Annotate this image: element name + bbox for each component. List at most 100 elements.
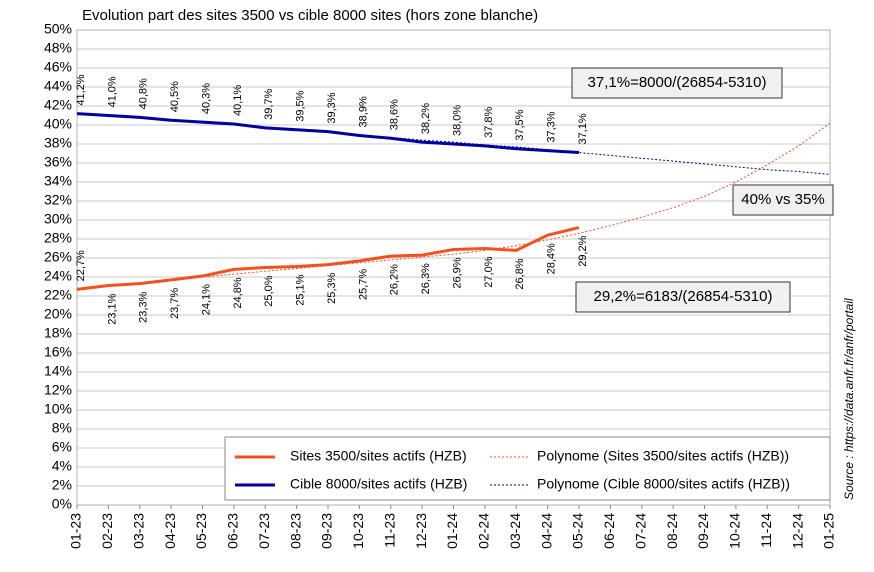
data-label: 23,7% xyxy=(169,288,181,319)
data-label: 39,3% xyxy=(326,92,338,123)
legend-box xyxy=(224,436,831,501)
data-label: 25,7% xyxy=(357,269,369,300)
x-tick-label: 07-23 xyxy=(256,513,272,549)
x-tick-label: 11-24 xyxy=(758,513,774,548)
data-label: 37,8% xyxy=(483,106,495,137)
data-label: 26,2% xyxy=(389,264,401,295)
x-tick-label: 04-23 xyxy=(162,513,178,549)
y-tick-label: 46% xyxy=(44,59,72,75)
y-tick-label: 24% xyxy=(44,268,72,284)
y-tick-label: 34% xyxy=(44,173,72,189)
data-label: 38,2% xyxy=(420,103,432,134)
legend-label: Sites 3500/sites actifs (HZB) xyxy=(290,448,467,464)
legend-label: Cible 8000/sites actifs (HZB) xyxy=(290,476,467,492)
x-tick-label: 12-24 xyxy=(789,513,805,549)
legend-label: Polynome (Cible 8000/sites actifs (HZB)) xyxy=(537,476,790,492)
x-tick-label: 11-23 xyxy=(381,513,397,548)
x-tick-label: 01-25 xyxy=(821,513,837,549)
y-tick-label: 0% xyxy=(52,496,72,512)
chart-title: Evolution part des sites 3500 vs cible 8… xyxy=(82,7,538,24)
data-label: 38,0% xyxy=(451,105,463,136)
x-tick-label: 06-24 xyxy=(601,513,617,549)
trend-line xyxy=(76,113,831,175)
annotation: 37,1%=8000/(26854-5310) xyxy=(588,74,767,91)
annotation-box xyxy=(575,281,791,313)
data-label: 25,0% xyxy=(263,275,275,306)
data-label: 37,5% xyxy=(514,109,526,140)
source: Source : https://data.anfr.fr/anfr/porta… xyxy=(842,298,856,500)
x-tick-label: 03-23 xyxy=(130,513,146,549)
y-tick-label: 6% xyxy=(52,439,72,455)
series-line xyxy=(76,112,580,155)
data-label: 41,0% xyxy=(106,76,118,107)
y-tick-label: 16% xyxy=(44,344,72,360)
x-tick-label: 05-24 xyxy=(570,513,586,549)
data-label: 24,8% xyxy=(232,277,244,308)
data-label: 26,9% xyxy=(451,257,463,288)
y-tick-label: 22% xyxy=(44,287,72,303)
x-tick-label: 12-23 xyxy=(413,513,429,549)
data-label: 37,3% xyxy=(546,111,558,142)
y-tick-label: 4% xyxy=(52,458,72,474)
y-tick-label: 26% xyxy=(44,249,72,265)
y-tick-label: 48% xyxy=(44,40,72,56)
y-tick-label: 18% xyxy=(44,325,72,341)
data-label: 39,5% xyxy=(295,90,307,121)
y-tick-label: 40% xyxy=(44,116,72,132)
data-label: 24,1% xyxy=(200,284,212,315)
data-label: 28,4% xyxy=(546,243,558,274)
trend-line xyxy=(76,122,831,289)
annotation: 40% vs 35% xyxy=(741,191,824,208)
data-label: 41,2% xyxy=(75,74,87,105)
y-tick-label: 32% xyxy=(44,192,72,208)
data-label: 26,3% xyxy=(420,263,432,294)
y-tick-label: 44% xyxy=(44,78,72,94)
x-tick-label: 01-23 xyxy=(68,513,84,549)
annotation-box xyxy=(571,67,783,99)
x-tick-label: 03-24 xyxy=(507,513,523,549)
data-label: 38,9% xyxy=(357,96,369,127)
data-label: 40,5% xyxy=(169,81,181,112)
y-tick-label: 8% xyxy=(52,420,72,436)
y-tick-label: 28% xyxy=(44,230,72,246)
x-tick-label: 07-24 xyxy=(632,513,648,549)
y-tick-label: 10% xyxy=(44,401,72,417)
x-tick-label: 10-24 xyxy=(727,513,743,549)
annotation-box xyxy=(732,184,834,216)
x-tick-label: 01-24 xyxy=(444,513,460,549)
annotation: 29,2%=6183/(26854-5310) xyxy=(594,288,773,305)
y-tick-label: 2% xyxy=(52,477,72,493)
y-tick-label: 14% xyxy=(44,363,72,379)
x-tick-label: 09-23 xyxy=(319,513,335,549)
legend-label: Polynome (Sites 3500/sites actifs (HZB)) xyxy=(537,448,789,464)
x-tick-label: 09-24 xyxy=(695,513,711,549)
x-tick-label: 05-23 xyxy=(193,513,209,549)
data-label: 40,8% xyxy=(138,78,150,109)
data-label: 37,1% xyxy=(577,113,589,144)
y-tick-label: 20% xyxy=(44,306,72,322)
x-tick-label: 04-24 xyxy=(538,513,554,549)
data-label: 25,3% xyxy=(326,272,338,303)
data-label: 38,6% xyxy=(389,99,401,130)
data-label: 25,1% xyxy=(295,274,307,305)
y-tick-label: 12% xyxy=(44,382,72,398)
y-tick-label: 42% xyxy=(44,97,72,113)
y-tick-label: 38% xyxy=(44,135,72,151)
data-label: 29,2% xyxy=(577,235,589,266)
data-label: 23,1% xyxy=(106,293,118,324)
y-tick-label: 30% xyxy=(44,211,72,227)
data-label: 27,0% xyxy=(483,256,495,287)
data-label: 26,8% xyxy=(514,258,526,289)
y-tick-label: 36% xyxy=(44,154,72,170)
data-label: 39,7% xyxy=(263,88,275,119)
x-tick-label: 10-23 xyxy=(350,513,366,549)
x-tick-label: 08-24 xyxy=(664,513,680,549)
x-tick-label: 02-24 xyxy=(476,513,492,549)
data-label: 22,7% xyxy=(75,250,87,281)
y-tick-label: 50% xyxy=(44,21,72,37)
x-tick-label: 08-23 xyxy=(287,513,303,549)
data-label: 40,3% xyxy=(200,83,212,114)
data-label: 40,1% xyxy=(232,85,244,116)
x-tick-label: 06-23 xyxy=(225,513,241,549)
